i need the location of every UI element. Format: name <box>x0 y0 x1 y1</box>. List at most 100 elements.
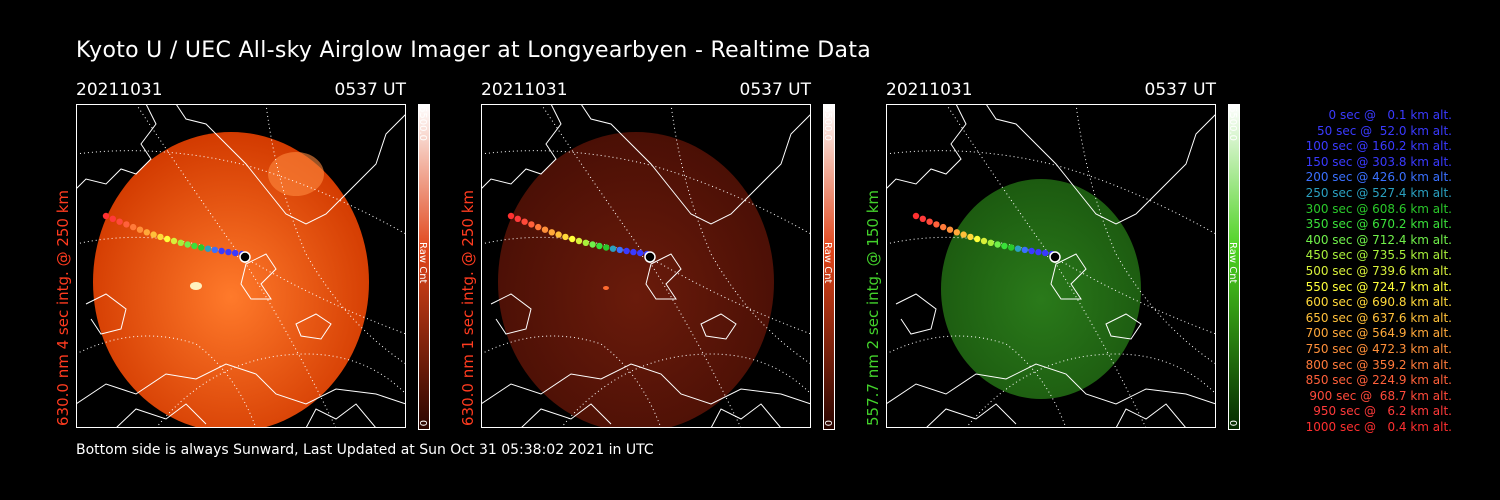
panel-date: 20211031 <box>76 80 163 100</box>
trajectory-point <box>603 244 610 251</box>
trajectory-point <box>143 229 150 236</box>
legend-item: 400 sec @ 712.4 km alt. <box>1301 232 1452 247</box>
legend-item: 50 sec @ 52.0 km alt. <box>1309 123 1452 138</box>
legend-item: 450 sec @ 735.5 km alt. <box>1301 248 1452 263</box>
coastline <box>175 104 406 225</box>
trajectory-point <box>1021 246 1028 254</box>
trajectory-point <box>535 223 542 231</box>
station-marker <box>1049 251 1061 263</box>
colorbar-max-label: 6500.0 <box>1227 106 1238 141</box>
trajectory-point <box>596 242 603 250</box>
allsky-image <box>886 104 1216 428</box>
trajectory-point <box>987 239 994 246</box>
legend-item: 800 sec @ 359.2 km alt. <box>1301 357 1452 372</box>
coastline <box>700 313 737 340</box>
panel-ylabel: 557.7 nm 2 sec intg. @ 150 km <box>864 189 882 426</box>
trajectory-point <box>946 226 954 233</box>
trajectory-point <box>582 239 589 246</box>
coastline <box>520 403 612 428</box>
colorbar-unit-label: Raw Cnt <box>1227 242 1238 284</box>
legend-item: 650 sec @ 637.6 km alt. <box>1301 310 1452 325</box>
trajectory-point <box>1042 249 1049 257</box>
trajectory-point <box>637 249 644 257</box>
legend-item: 950 sec @ 6.2 km alt. <box>1309 404 1452 419</box>
sky-glow <box>93 132 369 428</box>
coastline <box>305 403 377 428</box>
legend-item: 1000 sec @ 0.4 km alt. <box>1305 419 1452 434</box>
coastline <box>1115 403 1187 428</box>
coastline <box>481 104 562 190</box>
coastline <box>895 293 937 335</box>
footer-note: Bottom side is always Sunward, Last Upda… <box>76 442 654 458</box>
trajectory-point <box>116 218 123 225</box>
trajectory-point <box>102 212 110 220</box>
trajectory-point <box>569 235 576 243</box>
page-title: Kyoto U / UEC All-sky Airglow Imager at … <box>76 38 872 63</box>
trajectory-point <box>218 247 225 255</box>
panel-date: 20211031 <box>886 80 973 100</box>
trajectory-point <box>960 231 967 238</box>
legend-item: 600 sec @ 690.8 km alt. <box>1301 295 1452 310</box>
colorbar-max-label: 6500.0 <box>417 106 428 141</box>
trajectory-point <box>211 246 218 254</box>
legend-item: 850 sec @ 224.9 km alt. <box>1301 373 1452 388</box>
panel-time: 0537 UT <box>1144 80 1217 100</box>
trajectory-point <box>130 223 137 231</box>
trajectory-point <box>630 248 637 256</box>
coastline <box>295 313 332 340</box>
trajectory-point <box>225 248 232 256</box>
trajectory-point <box>184 241 191 248</box>
trajectory-point <box>232 249 239 257</box>
trajectory-point <box>974 235 981 243</box>
coastline <box>490 293 532 335</box>
trajectory-point <box>616 246 623 254</box>
trajectory-point <box>123 221 130 228</box>
legend-item: 500 sec @ 739.6 km alt. <box>1301 263 1452 278</box>
station-marker <box>644 251 656 263</box>
trajectory-point <box>191 242 198 250</box>
colorbar <box>418 104 430 430</box>
coastline <box>645 253 682 300</box>
trajectory-point <box>548 229 555 236</box>
trajectory-point <box>926 218 933 225</box>
coastline <box>240 253 277 300</box>
trajectory-point <box>204 245 212 252</box>
trajectory-point <box>164 235 171 243</box>
panel-time: 0537 UT <box>334 80 407 100</box>
coastline <box>481 363 811 405</box>
trajectory-point <box>940 223 947 231</box>
altitude-legend: 0 sec @ 0.1 km alt. 50 sec @ 52.0 km alt… <box>1262 108 1452 435</box>
sky-glow <box>941 179 1141 399</box>
colorbar-max-label: 6500.0 <box>822 106 833 141</box>
panel-3: 20211031 0537 UT 557.7 nm 2 sec intg. @ … <box>864 80 1306 440</box>
legend-item: 0 sec @ 0.1 km alt. <box>1317 108 1452 122</box>
legend-item: 350 sec @ 670.2 km alt. <box>1301 217 1452 232</box>
allsky-image <box>481 104 811 428</box>
legend-item: 100 sec @ 160.2 km alt. <box>1301 139 1452 154</box>
trajectory-point <box>933 221 940 228</box>
coastline <box>1105 313 1142 340</box>
panel-1: 20211031 0537 UT 630.0 nm 4 sec intg. @ … <box>54 80 496 440</box>
trajectory-point <box>198 244 205 251</box>
trajectory-point <box>136 226 144 233</box>
trajectory-point <box>157 233 164 241</box>
trajectory-point <box>1035 248 1042 256</box>
colorbar-unit-label: Raw Cnt <box>822 242 833 284</box>
coastline <box>85 293 127 335</box>
trajectory-point <box>1028 247 1035 255</box>
coastline <box>115 403 207 428</box>
legend-item: 750 sec @ 472.3 km alt. <box>1301 341 1452 356</box>
trajectory-point <box>170 237 178 245</box>
trajectory-point <box>994 241 1001 248</box>
coastline <box>886 363 1216 405</box>
panel-ylabel: 630.0 nm 4 sec intg. @ 250 km <box>54 189 72 426</box>
colorbar <box>1228 104 1240 430</box>
coastline <box>985 104 1216 225</box>
legend-item: 550 sec @ 724.7 km alt. <box>1301 279 1452 294</box>
trajectory-point <box>1014 245 1022 252</box>
colorbar <box>823 104 835 430</box>
trajectory-point <box>562 233 569 241</box>
trajectory-point <box>514 215 521 222</box>
trajectory-point <box>541 226 549 233</box>
colorbar-min-label: 0 <box>417 420 428 427</box>
